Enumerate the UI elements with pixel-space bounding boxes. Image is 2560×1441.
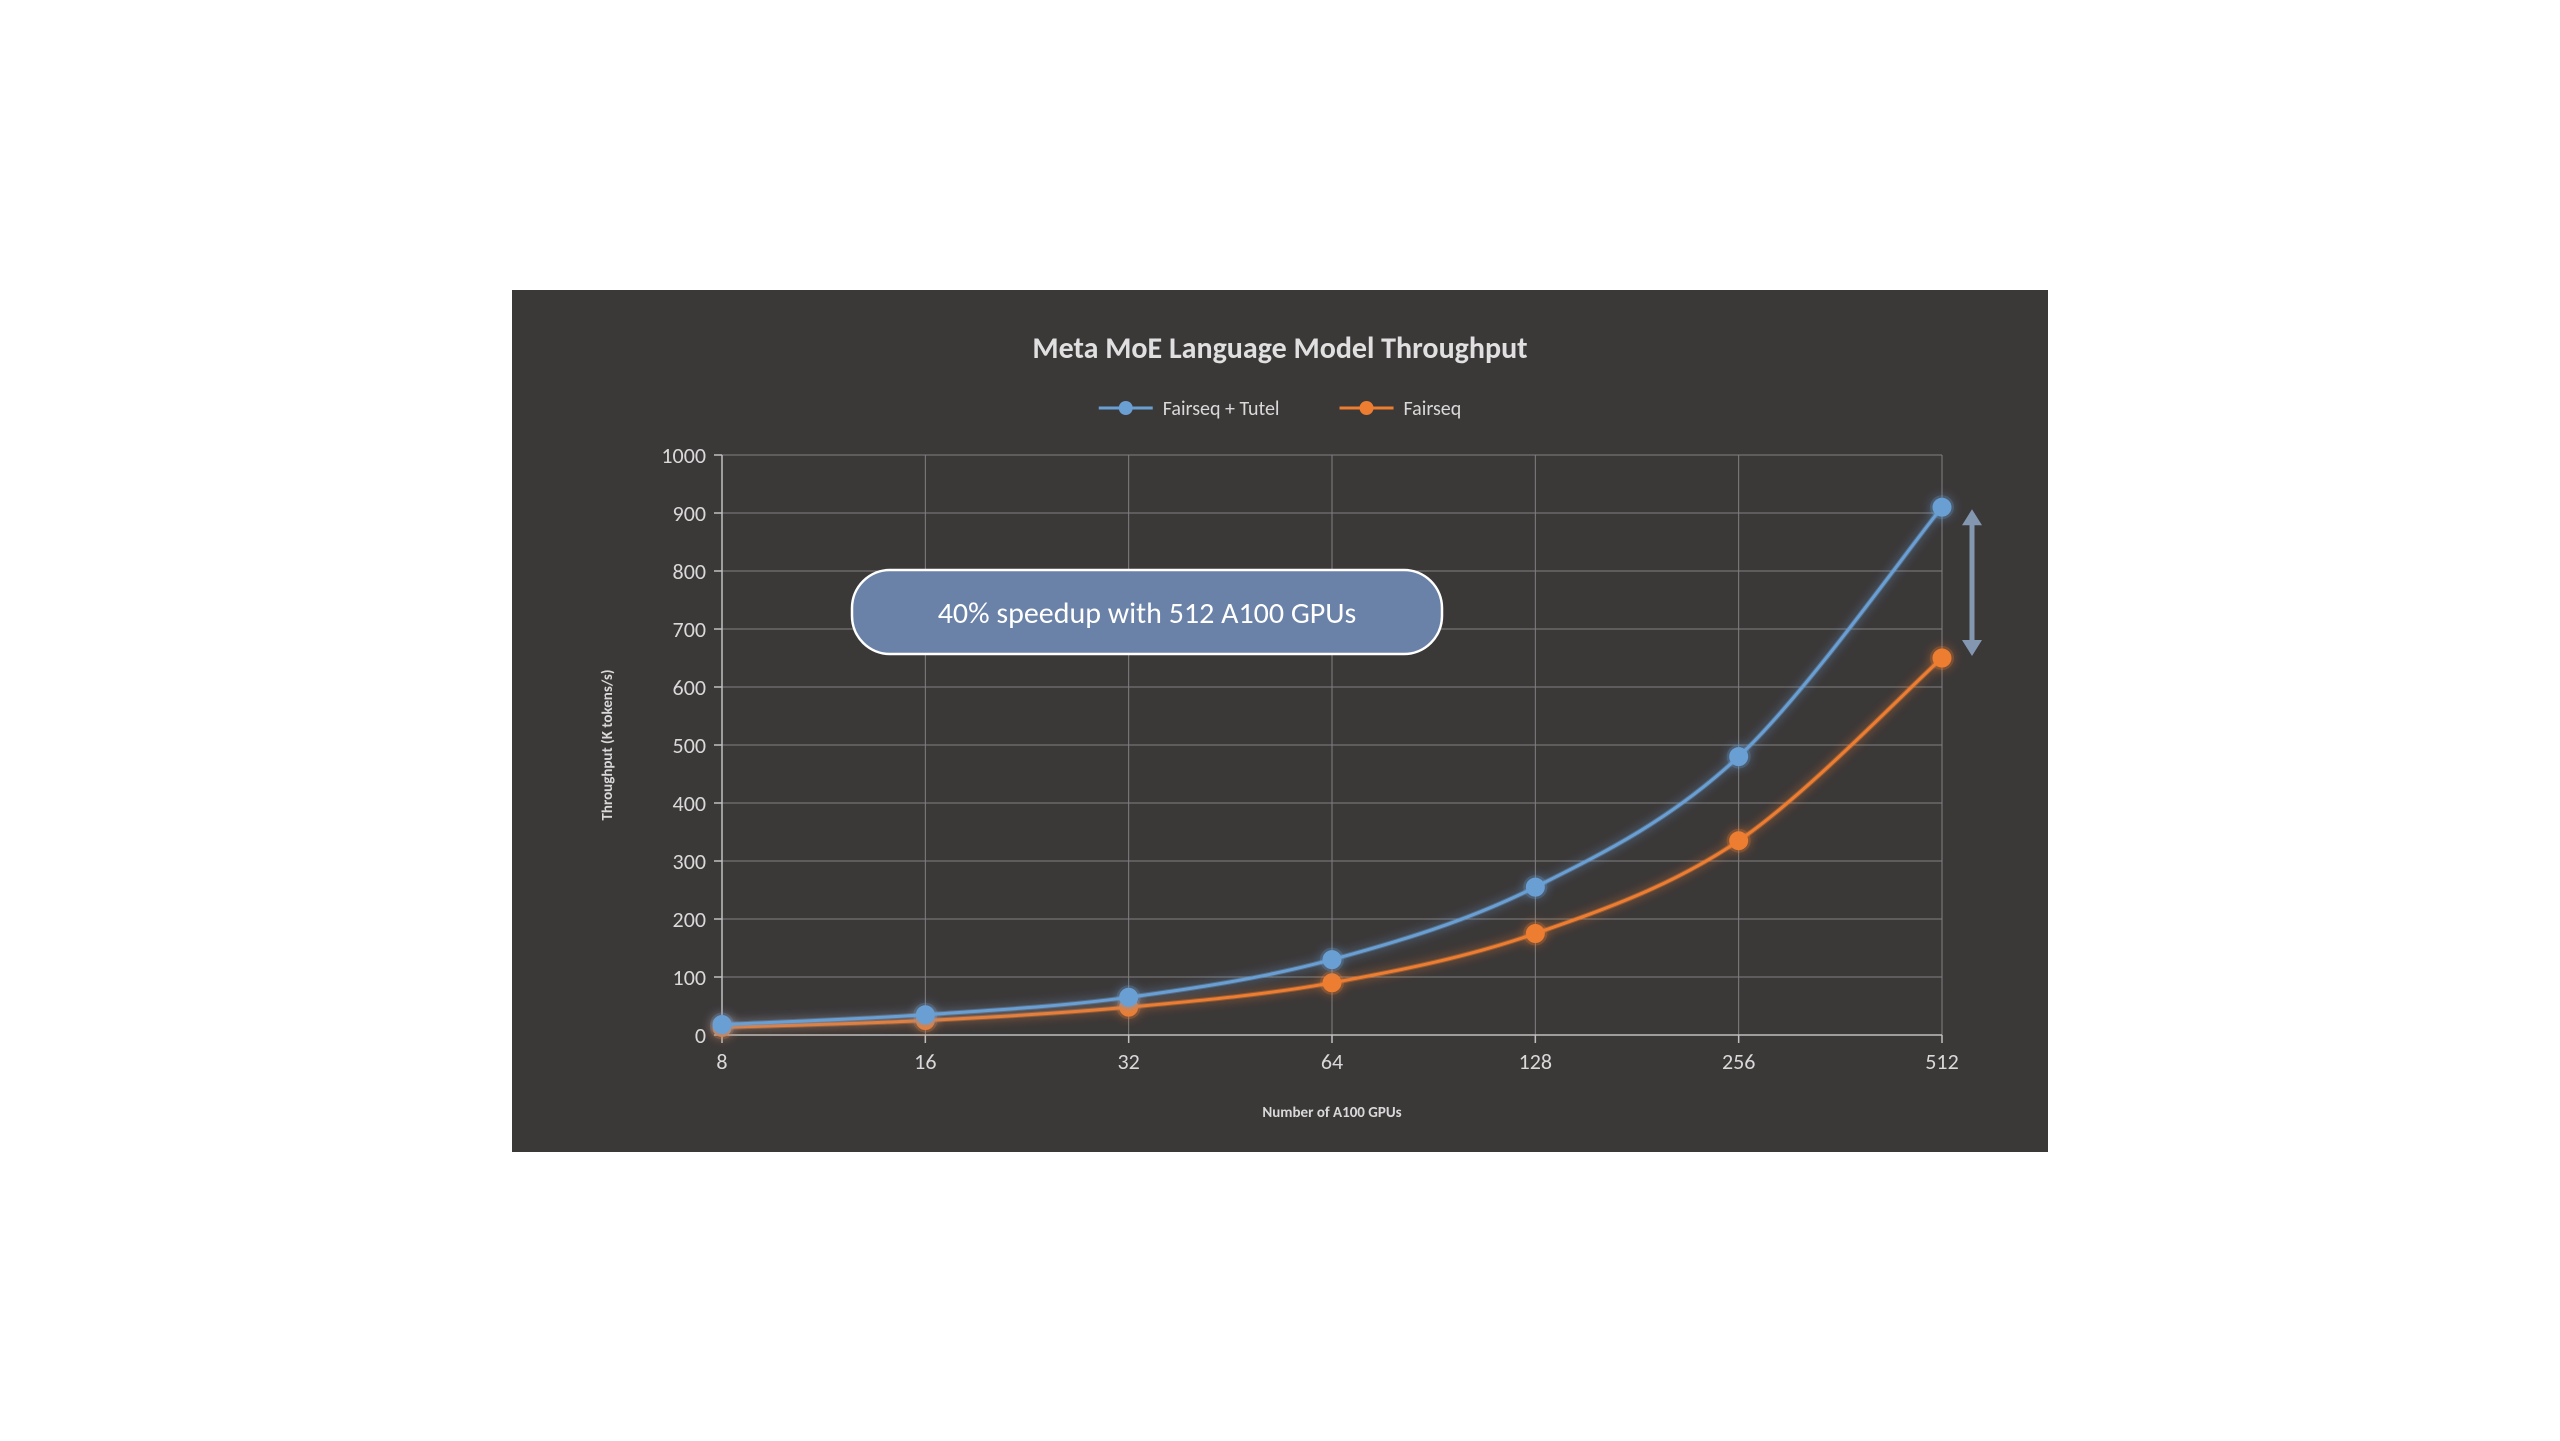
series-marker-0 bbox=[1730, 747, 1748, 765]
x-tick-label: 16 bbox=[914, 1048, 936, 1075]
y-axis-label: Throughput (K tokens/s) bbox=[599, 669, 617, 820]
y-tick-label: 900 bbox=[673, 500, 706, 527]
callout: 40% speedup with 512 A100 GPUs bbox=[852, 570, 1442, 654]
series-marker-1 bbox=[1730, 831, 1748, 849]
throughput-line-chart: 0 100 200 300 400 500 600 700 800 900 1000 8 16 32 64 1… bbox=[512, 290, 2048, 1152]
series-marker-1 bbox=[1933, 649, 1951, 667]
x-tick-label: 256 bbox=[1722, 1048, 1755, 1075]
y-tick-label: 700 bbox=[673, 616, 706, 643]
y-tick-label: 500 bbox=[673, 732, 706, 759]
series-marker-1 bbox=[1323, 973, 1341, 991]
y-tick-label: 600 bbox=[673, 674, 706, 701]
x-tick-label: 512 bbox=[1925, 1048, 1958, 1075]
x-tick-label: 128 bbox=[1519, 1048, 1552, 1075]
x-tick-label: 64 bbox=[1321, 1048, 1343, 1075]
y-tick-label: 300 bbox=[673, 848, 706, 875]
x-axis-label: Number of A100 GPUs bbox=[1262, 1104, 1401, 1122]
y-tick-label: 0 bbox=[695, 1022, 706, 1049]
series-marker-0 bbox=[713, 1015, 731, 1033]
chart-title: Meta MoE Language Model Throughput bbox=[1032, 330, 1527, 367]
callout-text: 40% speedup with 512 A100 GPUs bbox=[938, 595, 1357, 632]
series-marker-0 bbox=[1526, 878, 1544, 896]
y-tick-label: 800 bbox=[673, 558, 706, 585]
series-marker-0 bbox=[916, 1005, 934, 1023]
x-tick-label: 32 bbox=[1118, 1048, 1140, 1075]
y-tick-label: 100 bbox=[673, 964, 706, 991]
series-marker-0 bbox=[1120, 988, 1138, 1006]
chart-container: 0 100 200 300 400 500 600 700 800 900 1000 8 16 32 64 1… bbox=[512, 290, 2048, 1152]
y-tick-label: 200 bbox=[673, 906, 706, 933]
legend-label: Fairseq bbox=[1404, 397, 1462, 421]
series-marker-0 bbox=[1323, 950, 1341, 968]
legend-label: Fairseq + Tutel bbox=[1163, 397, 1280, 421]
x-tick-label: 8 bbox=[716, 1048, 727, 1075]
y-tick-label: 1000 bbox=[661, 442, 706, 469]
y-tick-label: 400 bbox=[673, 790, 706, 817]
series-marker-0 bbox=[1933, 498, 1951, 516]
series-marker-1 bbox=[1526, 924, 1544, 942]
